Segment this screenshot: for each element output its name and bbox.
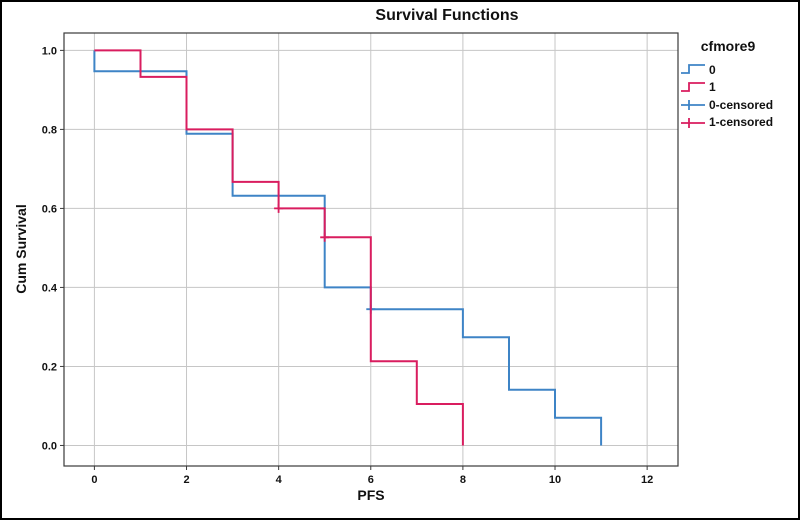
censored-plus-swatch-icon <box>681 117 705 128</box>
chart-title: Survival Functions <box>375 7 519 24</box>
step-line-swatch-icon <box>681 64 705 75</box>
y-tick-label: 1.0 <box>42 45 57 57</box>
legend-title: cfmore9 <box>700 38 756 54</box>
y-tick-label: 0.2 <box>42 361 57 373</box>
censored-plus-swatch-icon <box>681 100 705 111</box>
censored-plus-glyph <box>681 117 705 128</box>
x-tick-label: 10 <box>549 474 561 486</box>
x-tick-label: 4 <box>276 474 283 486</box>
legend-entry-group1: 1 <box>680 79 798 97</box>
legend-label: 1-censored <box>709 115 774 130</box>
x-tick-label: 6 <box>368 474 374 486</box>
step-line-glyph <box>681 81 705 92</box>
legend-label: 0-censored <box>709 97 774 112</box>
legend-label: 0 <box>709 62 716 77</box>
censored-mark-1 <box>274 203 284 213</box>
legend-entry-group0: 0 <box>680 61 798 79</box>
legend-entry-group0-censored: 0-censored <box>680 96 798 114</box>
x-axis-title: PFS <box>357 487 385 503</box>
censored-plus-glyph <box>681 100 705 111</box>
x-tick-label: 2 <box>183 474 189 486</box>
legend-entry-group1-censored: 1-censored <box>680 114 798 132</box>
plot-frame <box>63 32 679 467</box>
y-tick-label: 0.8 <box>42 124 57 136</box>
y-tick-label: 0.6 <box>42 203 57 215</box>
y-tick-label: 0.4 <box>42 282 58 294</box>
step-line-swatch-icon <box>681 81 705 92</box>
y-tick-label: 0.0 <box>42 440 57 452</box>
x-tick-label: 8 <box>460 474 466 486</box>
step-line-glyph <box>681 64 705 75</box>
legend: cfmore9 0 1 0-censored 1-censored <box>680 38 798 132</box>
censored-mark-1 <box>320 232 330 242</box>
survival-step-curve-0 <box>93 50 603 446</box>
x-tick-label: 12 <box>641 474 653 486</box>
x-tick-label: 0 <box>91 474 97 486</box>
legend-label: 1 <box>709 80 716 95</box>
